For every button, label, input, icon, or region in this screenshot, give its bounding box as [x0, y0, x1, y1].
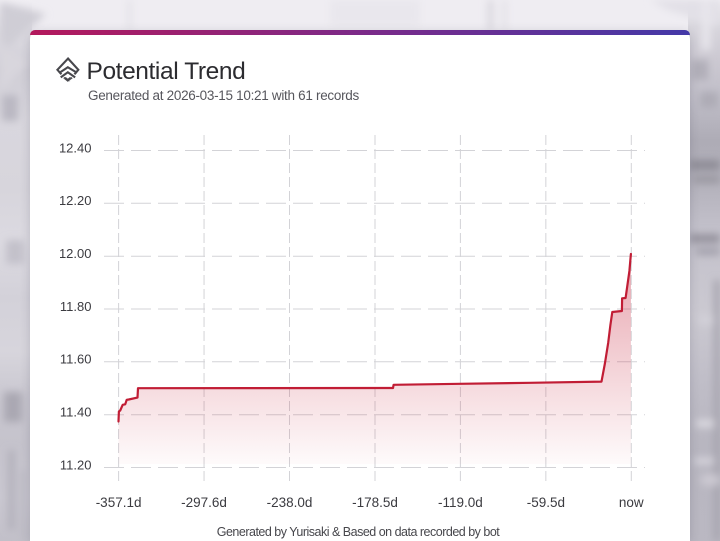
svg-text:12.20: 12.20	[59, 193, 92, 208]
svg-text:-178.5d: -178.5d	[352, 495, 398, 510]
svg-text:now: now	[619, 495, 644, 510]
svg-text:-297.6d: -297.6d	[181, 495, 227, 510]
svg-text:11.20: 11.20	[60, 457, 92, 472]
svg-text:11.80: 11.80	[60, 299, 92, 314]
svg-text:12.40: 12.40	[59, 140, 92, 155]
svg-text:-59.5d: -59.5d	[527, 495, 565, 510]
svg-text:-238.0d: -238.0d	[267, 495, 313, 510]
svg-text:11.40: 11.40	[60, 404, 92, 419]
svg-text:-119.0d: -119.0d	[438, 495, 483, 510]
svg-text:-357.1d: -357.1d	[96, 495, 142, 510]
svg-text:12.00: 12.00	[59, 246, 92, 261]
svg-text:11.60: 11.60	[60, 352, 92, 367]
